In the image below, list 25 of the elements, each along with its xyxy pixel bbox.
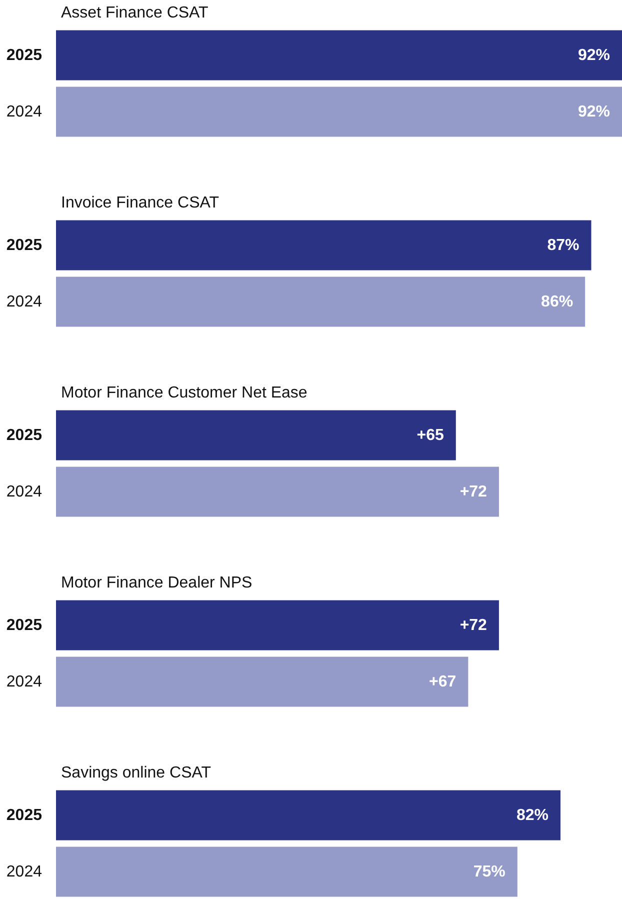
- chart-title: Asset Finance CSAT: [61, 4, 209, 22]
- data-label: 82%: [516, 806, 548, 824]
- data-label: +72: [460, 483, 488, 500]
- y-tick-label: 2024: [6, 483, 42, 500]
- data-label: 75%: [473, 863, 506, 880]
- chart-title: Invoice Finance CSAT: [61, 194, 220, 212]
- y-tick-label: 2025: [6, 46, 42, 64]
- y-tick-label: 2025: [6, 426, 42, 444]
- y-tick-label: 2024: [6, 673, 42, 690]
- data-label: 87%: [547, 236, 580, 254]
- chart-title: Motor Finance Customer Net Ease: [61, 384, 308, 402]
- chart-title: Savings online CSAT: [61, 764, 212, 782]
- data-label: 92%: [578, 46, 610, 64]
- y-tick-label: 2024: [6, 863, 42, 880]
- y-tick-label: 2024: [6, 103, 42, 120]
- data-label: 86%: [541, 293, 574, 310]
- y-tick-label: 2024: [6, 293, 42, 310]
- y-tick-label: 2025: [6, 236, 42, 254]
- data-label: 92%: [578, 103, 610, 120]
- y-tick-label: 2025: [6, 806, 42, 824]
- data-label: +67: [429, 673, 456, 690]
- data-label: +72: [460, 616, 488, 634]
- y-tick-label: 2025: [6, 616, 42, 634]
- data-label: +65: [416, 426, 444, 444]
- chart-title: Motor Finance Dealer NPS: [61, 574, 252, 592]
